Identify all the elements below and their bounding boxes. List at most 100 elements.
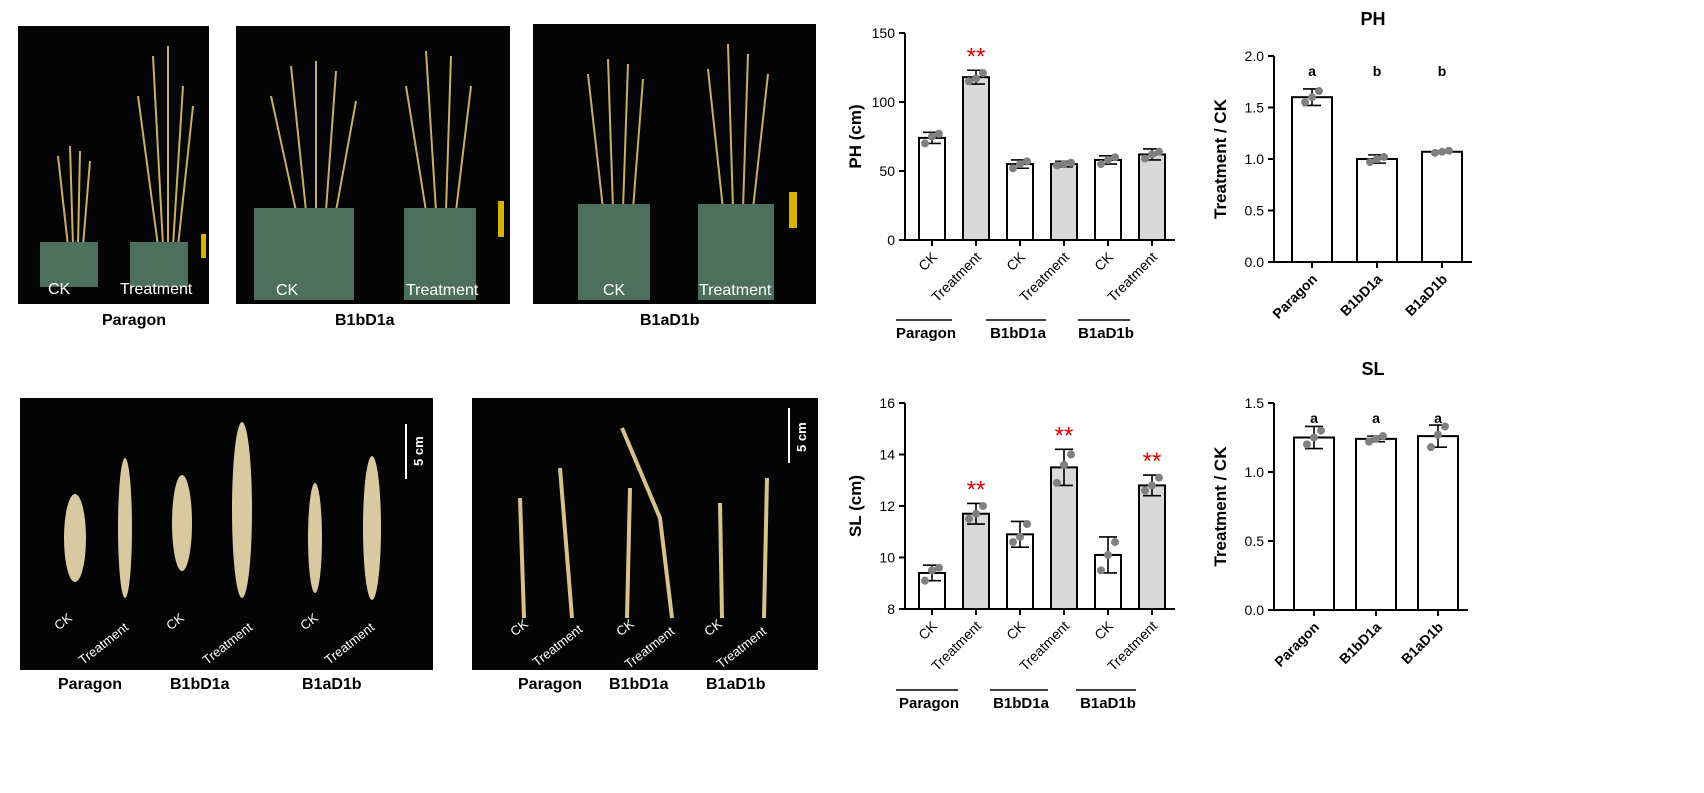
data-point (928, 132, 936, 141)
bar (1417, 435, 1459, 611)
bar (1050, 466, 1078, 610)
photo-caption: B1aD1b (706, 676, 766, 693)
data-point (1067, 450, 1075, 459)
y-tick-label: 150 (872, 25, 896, 41)
data-point (1438, 147, 1446, 156)
y-axis-label: Treatment / CK (1211, 446, 1230, 567)
plant-illustration (578, 43, 797, 300)
y-tick-label: 1.5 (1245, 100, 1265, 116)
y-tick-label: 1.5 (1245, 395, 1265, 411)
x-tick-label: B1bD1a (1337, 271, 1385, 319)
photo-spikes-2: 5 cm CK Treatment CK Treatment CK Treatm… (472, 398, 818, 670)
y-tick-label: 100 (872, 94, 896, 110)
bar (1356, 158, 1398, 263)
data-point (1434, 430, 1442, 439)
bar (1006, 163, 1034, 242)
photo-caption: B1aD1b (640, 312, 700, 329)
group-letter: a (1310, 410, 1318, 426)
group-letter: a (1308, 63, 1316, 79)
y-tick-label: 0.5 (1245, 533, 1265, 549)
significance-mark: ** (1055, 422, 1074, 449)
data-point (1104, 155, 1112, 164)
group-label: B1aD1b (1078, 325, 1134, 342)
data-point (935, 129, 943, 138)
scale-bar (405, 424, 407, 479)
data-point (1016, 160, 1024, 169)
data-point (1053, 161, 1061, 170)
spike-illustration (64, 422, 381, 600)
photo-caption: B1bD1a (609, 676, 669, 693)
data-point (1366, 158, 1374, 167)
x-tick-label: B1aD1b (1398, 619, 1446, 667)
bar (1094, 158, 1122, 242)
y-axis-label: PH (cm) (846, 104, 865, 168)
data-point (1023, 520, 1031, 529)
photo-label-ck: CK (276, 282, 299, 299)
bar (1421, 150, 1463, 263)
data-point (1053, 478, 1061, 487)
x-tick-label: CK (1091, 248, 1117, 274)
x-tick-label: CK (915, 617, 941, 643)
data-point (928, 566, 936, 575)
photo-b1ad1b-plants: CK Treatment (533, 24, 816, 304)
y-tick-label: 16 (879, 395, 895, 411)
data-point (1104, 550, 1112, 559)
data-point (1441, 422, 1449, 431)
data-point (935, 563, 943, 572)
photo-spikes-1: 5 cm CK Treatment CK Treatment CK Treatm… (20, 398, 433, 670)
data-point (1445, 146, 1453, 155)
y-tick-label: 10 (879, 550, 895, 566)
x-tick-label: B1aD1b (1402, 271, 1450, 319)
photo-caption: B1bD1a (170, 676, 230, 693)
plant-illustration (254, 50, 504, 300)
group-label: B1bD1a (990, 325, 1047, 342)
x-tick-label: CK (1003, 617, 1029, 643)
data-point (1060, 460, 1068, 469)
x-tick-label: Paragon (1271, 619, 1322, 670)
data-point (1380, 152, 1388, 161)
data-point (1060, 160, 1068, 169)
y-axis-label: SL (cm) (846, 475, 865, 537)
x-tick-label: CK (1003, 248, 1029, 274)
group-label: B1bD1a (993, 695, 1050, 712)
significance-mark: ** (967, 43, 986, 70)
data-point (1009, 164, 1017, 173)
bar (962, 512, 990, 610)
data-point (1111, 153, 1119, 162)
photo-caption: Paragon (58, 676, 123, 693)
bar (1138, 153, 1166, 241)
data-point (1365, 437, 1373, 446)
group-label: Paragon (899, 695, 959, 712)
bar (1293, 436, 1335, 611)
data-point (1315, 87, 1323, 96)
bar (918, 136, 946, 242)
data-point (1155, 147, 1163, 156)
data-point (979, 69, 987, 78)
data-point (921, 576, 929, 585)
x-tick-label: CK (915, 248, 941, 274)
photo-label-ck: CK (48, 281, 71, 298)
significance-mark: ** (967, 476, 986, 503)
data-point (1111, 538, 1119, 547)
y-tick-label: 12 (879, 498, 895, 514)
data-point (1379, 432, 1387, 441)
bar (1291, 96, 1333, 263)
photo-caption: Paragon (102, 312, 167, 329)
data-point (1155, 473, 1163, 482)
data-point (965, 514, 973, 523)
bar (1138, 484, 1166, 610)
y-tick-label: 0.5 (1245, 203, 1265, 219)
chart-title: SL (1361, 359, 1384, 379)
data-point (1303, 440, 1311, 449)
data-point (1023, 157, 1031, 166)
data-point (1097, 160, 1105, 169)
data-point (1372, 434, 1380, 443)
data-point (1016, 532, 1024, 541)
photo-paragon-plants: CK Treatment (18, 26, 209, 304)
group-letter: a (1372, 410, 1380, 426)
data-point (1308, 93, 1316, 102)
data-point (972, 509, 980, 518)
data-point (1148, 150, 1156, 159)
data-point (921, 139, 929, 148)
x-tick-label: B1bD1a (1336, 619, 1384, 667)
